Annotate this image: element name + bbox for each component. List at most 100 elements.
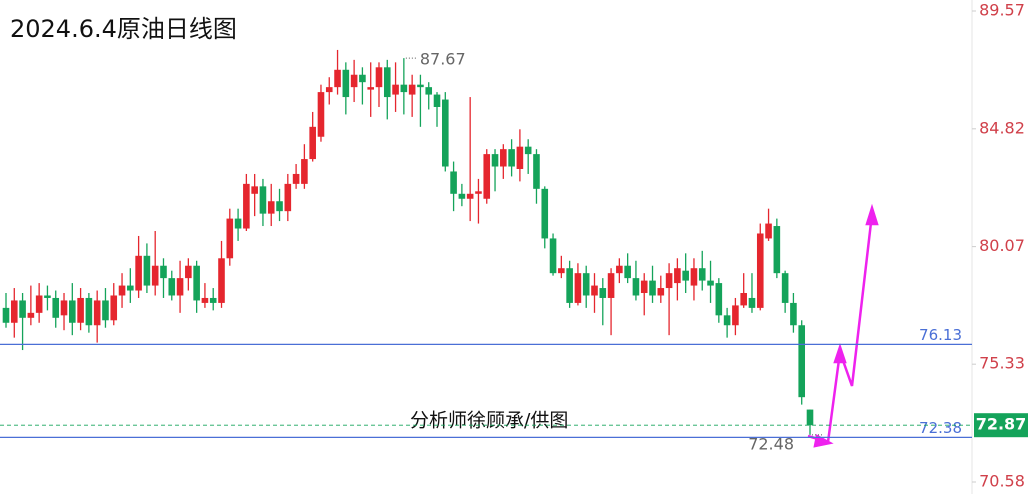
candle-body bbox=[350, 74, 358, 88]
candle-body bbox=[450, 171, 457, 194]
chart-title: 2024.6.4原油日线图 bbox=[10, 15, 237, 43]
candle-body bbox=[342, 69, 350, 98]
candle-body bbox=[806, 409, 814, 426]
candle-body bbox=[566, 268, 573, 303]
level-label: 72.38 bbox=[919, 419, 962, 437]
candle-body bbox=[35, 295, 43, 313]
candle-body bbox=[392, 84, 399, 95]
y-tick-label: 80.07 bbox=[979, 236, 1025, 255]
candle-body bbox=[44, 295, 51, 298]
candle-body bbox=[19, 300, 26, 318]
candle-body bbox=[475, 191, 482, 194]
candle-body bbox=[143, 255, 151, 286]
candle-body bbox=[715, 283, 723, 316]
candle-body bbox=[400, 84, 408, 93]
candle-body bbox=[732, 305, 739, 326]
candle-body bbox=[85, 297, 93, 326]
candle-body bbox=[309, 126, 316, 160]
candle-body bbox=[135, 255, 142, 291]
level-label: 76.13 bbox=[919, 326, 962, 344]
candle-body bbox=[27, 312, 35, 318]
candle-body bbox=[491, 154, 499, 167]
candle-body bbox=[259, 186, 267, 214]
candle-body bbox=[541, 188, 549, 239]
candle-body bbox=[176, 278, 184, 296]
candle-body bbox=[516, 146, 524, 169]
candle-body bbox=[375, 67, 383, 88]
candle-body bbox=[226, 218, 234, 259]
candle-body bbox=[292, 173, 300, 184]
candle-body bbox=[632, 278, 640, 296]
candle-body bbox=[649, 280, 656, 296]
annotation-label: 72.48 bbox=[748, 434, 794, 453]
candle-body bbox=[425, 87, 433, 95]
candle-body bbox=[60, 300, 68, 316]
candle-body bbox=[682, 270, 689, 281]
candle-body bbox=[624, 265, 631, 279]
y-tick-label: 70.58 bbox=[979, 472, 1025, 491]
candle-body bbox=[798, 325, 806, 398]
candle-body bbox=[698, 268, 706, 281]
candle-body bbox=[110, 295, 118, 321]
candle-body bbox=[500, 149, 507, 167]
candle-body bbox=[483, 154, 491, 199]
candle-body bbox=[558, 268, 565, 274]
candle-body bbox=[52, 297, 60, 318]
candle-body bbox=[466, 193, 474, 199]
candle-body bbox=[367, 87, 375, 90]
candle-body bbox=[607, 273, 615, 298]
candle-body bbox=[334, 69, 341, 88]
candle-body bbox=[765, 223, 772, 239]
candle-body bbox=[201, 297, 209, 303]
candle-body bbox=[690, 268, 698, 286]
candle-body bbox=[168, 278, 176, 296]
y-tick-label: 75.33 bbox=[979, 354, 1025, 373]
candle-body bbox=[533, 154, 540, 189]
y-tick-label: 89.57 bbox=[979, 1, 1025, 20]
candle-body bbox=[276, 201, 283, 212]
candle-body bbox=[301, 159, 308, 184]
candle-body bbox=[243, 183, 250, 229]
candle-body bbox=[408, 84, 416, 95]
candle-body bbox=[723, 315, 731, 326]
candle-body bbox=[549, 238, 557, 274]
candle-body bbox=[508, 149, 515, 167]
candle-body bbox=[582, 273, 590, 296]
candle-body bbox=[251, 186, 258, 194]
candle-body bbox=[93, 300, 101, 326]
candle-body bbox=[756, 233, 764, 308]
last-price-box bbox=[974, 413, 1028, 438]
annotation-label: 87.67 bbox=[420, 50, 466, 69]
candle-body bbox=[574, 273, 582, 303]
candle-body bbox=[234, 218, 242, 229]
candle-body bbox=[657, 288, 665, 296]
candle-body bbox=[441, 99, 449, 167]
last-price-label: 72.87 bbox=[976, 415, 1027, 434]
candle-body bbox=[2, 307, 10, 323]
candle-body bbox=[209, 297, 217, 303]
candle-body bbox=[218, 258, 225, 303]
candle-body bbox=[359, 74, 366, 83]
candle-body bbox=[524, 146, 532, 155]
candle-body bbox=[69, 300, 76, 323]
candle-body bbox=[740, 293, 747, 306]
candle-body bbox=[599, 288, 607, 298]
arrow-path bbox=[807, 203, 879, 448]
candle-body bbox=[317, 92, 325, 137]
candle-body bbox=[77, 297, 84, 323]
candle-body bbox=[790, 302, 797, 326]
candle-body bbox=[10, 300, 18, 323]
candle-body bbox=[707, 280, 714, 286]
candle-body bbox=[616, 265, 623, 274]
watermark: 分析师徐顾承/供图 bbox=[410, 410, 568, 432]
candle-body bbox=[417, 84, 424, 88]
candle-body bbox=[151, 265, 159, 286]
candle-body bbox=[773, 226, 781, 274]
y-tick-label: 84.82 bbox=[979, 118, 1025, 137]
candle-body bbox=[185, 265, 192, 279]
candle-body bbox=[383, 67, 391, 98]
candle-body bbox=[102, 300, 109, 321]
candle-body bbox=[160, 265, 167, 279]
candle-body bbox=[193, 265, 200, 301]
